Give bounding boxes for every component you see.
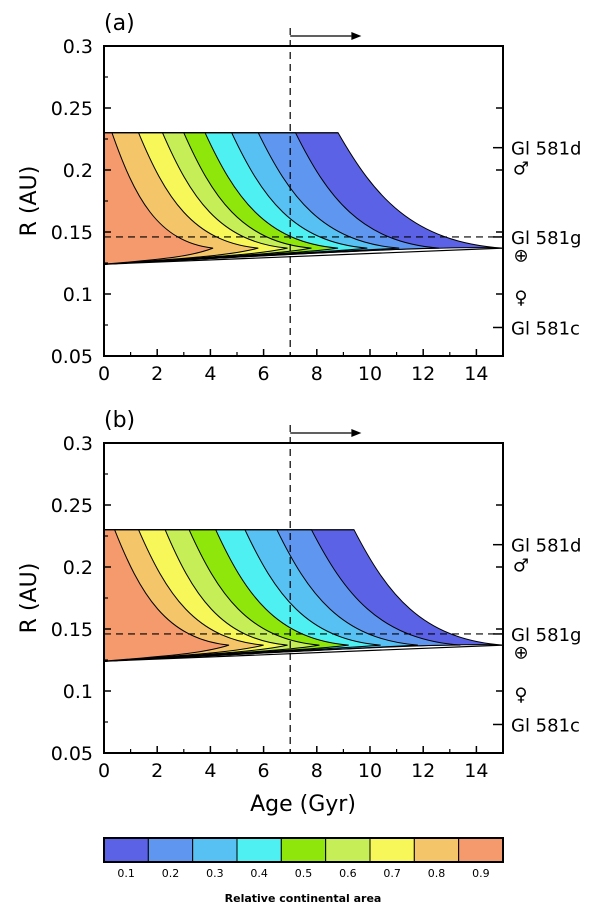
colorbar-tick-label: 0.9 [472, 867, 490, 880]
x-tick-label: 2 [151, 363, 163, 385]
planet-label: Gl 581c [511, 715, 580, 736]
x-tick-label: 0 [98, 760, 110, 782]
colorbar-swatch [236, 837, 282, 863]
region-bottom-edge [104, 644, 503, 662]
colorbar-swatch [369, 837, 415, 863]
x-tick-label: 10 [358, 363, 382, 385]
y-axis-label: R (AU) [17, 563, 42, 634]
y-tick-label: 0.3 [63, 36, 93, 58]
y-tick-label: 0.15 [51, 222, 93, 244]
colorbar-swatch [147, 837, 194, 863]
x-tick-label: 4 [204, 363, 216, 385]
y-tick-label: 0.25 [51, 495, 93, 517]
planet-symbol: ♀ [514, 684, 527, 705]
planet-label: Gl 581c [511, 318, 580, 339]
x-tick-label: 4 [204, 760, 216, 782]
panel-b: 0 2 4 6 8 10 12 14 0.05 0.1 0.15 0.2 0.25 0.3 (b) R (AU… [17, 408, 581, 782]
colorbar-swatch [325, 837, 371, 863]
contour-band-0.9 [104, 529, 230, 662]
x-tick-label: 12 [411, 760, 435, 782]
colorbar-swatch [280, 837, 327, 863]
colorbar-tick-label: 0.7 [383, 867, 401, 880]
colorbar-swatch [192, 837, 238, 863]
panel-label: (b) [104, 408, 135, 433]
colorbar-tick-label: 0.4 [250, 867, 268, 880]
x-tick-label: 6 [258, 760, 270, 782]
colorbar-tick-label: 0.8 [428, 867, 446, 880]
planet-label: Gl 581d [511, 536, 581, 557]
planet-label: Gl 581d [511, 139, 581, 160]
planet-symbol: ♂ [513, 159, 529, 180]
colorbar-tick-label: 0.2 [162, 867, 180, 880]
colorbar-tick-label: 0.3 [206, 867, 224, 880]
y-tick-label: 0.25 [51, 98, 93, 120]
contour-region [104, 529, 503, 662]
y-tick-label: 0.3 [63, 433, 93, 455]
y-tick-label: 0.05 [51, 743, 93, 765]
x-tick-label: 8 [311, 363, 323, 385]
arrow-head [351, 32, 362, 40]
y-axis-label: R (AU) [17, 166, 42, 237]
panel-a: 0 2 4 6 8 10 12 14 0.05 0.1 0.15 0.2 0.25 0.3 (a) R (AU… [17, 11, 581, 385]
x-tick-label: 12 [411, 363, 435, 385]
colorbar-tick-label: 0.6 [339, 867, 357, 880]
arrow-head [351, 429, 362, 437]
colorbar-label: Relative continental area [225, 892, 382, 905]
colorbar-tick-label: 0.5 [295, 867, 313, 880]
x-axis-label: Age (Gyr) [250, 792, 356, 817]
planet-label: Gl 581g [511, 228, 581, 249]
y-tick-label: 0.2 [63, 160, 93, 182]
planet-symbol: ♂ [513, 556, 529, 577]
region-bottom-edge [104, 247, 503, 265]
x-tick-label: 14 [464, 363, 488, 385]
y-tick-label: 0.15 [51, 619, 93, 641]
y-tick-label: 0.2 [63, 557, 93, 579]
colorbar-swatch [103, 837, 149, 863]
x-tick-label: 2 [151, 760, 163, 782]
y-tick-label: 0.1 [63, 681, 93, 703]
x-tick-label: 8 [311, 760, 323, 782]
planet-symbol: ⊕ [513, 245, 528, 266]
contour-band-0.9 [104, 132, 214, 265]
planet-symbol: ⊕ [513, 642, 528, 663]
x-tick-label: 10 [358, 760, 382, 782]
x-tick-label: 14 [464, 760, 488, 782]
contour-region [104, 132, 503, 265]
y-tick-label: 0.05 [51, 346, 93, 368]
colorbar-swatch [413, 837, 460, 863]
x-tick-label: 0 [98, 363, 110, 385]
panel-label: (a) [104, 11, 135, 36]
colorbar-tick-label: 0.1 [117, 867, 135, 880]
colorbar: 0.1 0.2 0.3 0.4 0.5 0.6 0.7 0.8 0.9 [103, 837, 504, 880]
colorbar-frame [103, 837, 504, 863]
planet-label: Gl 581g [511, 625, 581, 646]
y-tick-label: 0.1 [63, 284, 93, 306]
planet-symbol: ♀ [514, 287, 527, 308]
colorbar-swatch [458, 837, 504, 863]
x-tick-label: 6 [258, 363, 270, 385]
